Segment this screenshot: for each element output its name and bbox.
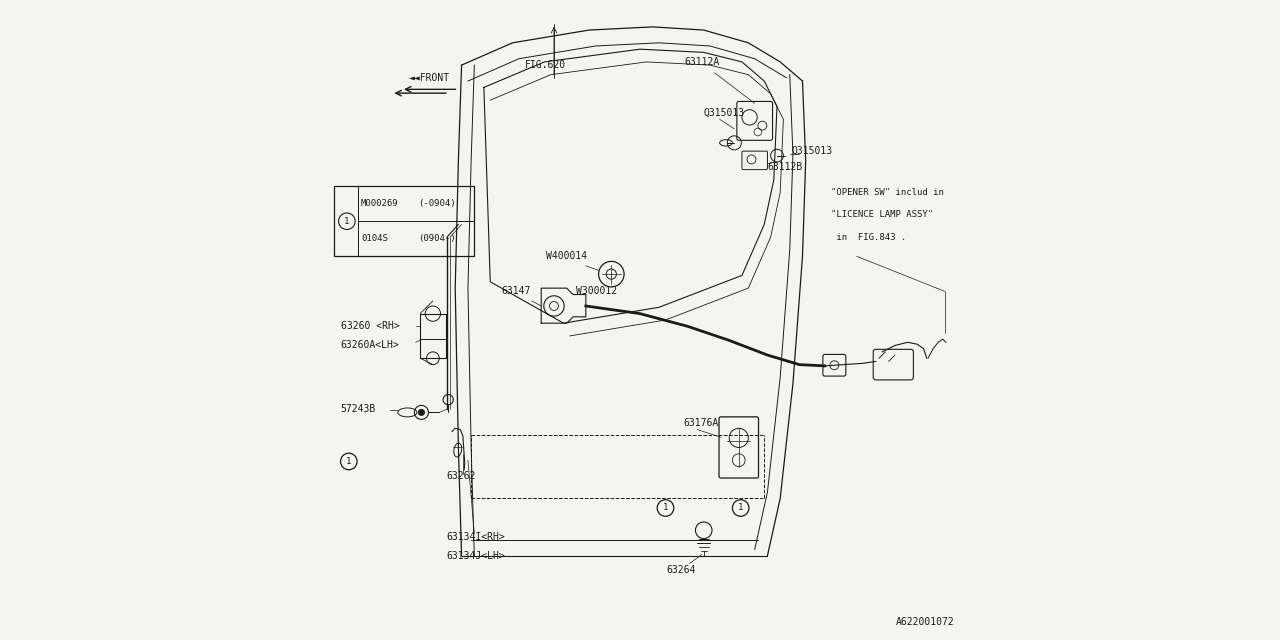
- Text: Q315013: Q315013: [704, 108, 745, 118]
- Text: 1: 1: [739, 504, 744, 513]
- Text: 63260A<LH>: 63260A<LH>: [340, 340, 399, 351]
- Text: "LICENCE LAMP ASSY": "LICENCE LAMP ASSY": [831, 211, 933, 220]
- Text: 63134J<LH>: 63134J<LH>: [447, 551, 506, 561]
- Text: "OPENER SW" includ in: "OPENER SW" includ in: [831, 188, 945, 197]
- Text: 63112A: 63112A: [685, 57, 719, 67]
- Text: 63264: 63264: [667, 564, 696, 575]
- Text: ◄◄FRONT: ◄◄FRONT: [410, 73, 451, 83]
- Text: 57243B: 57243B: [340, 404, 376, 414]
- Text: (-0904): (-0904): [419, 199, 456, 208]
- Text: (0904-): (0904-): [419, 234, 456, 243]
- Text: 63262: 63262: [447, 471, 476, 481]
- Text: 63112B: 63112B: [768, 162, 803, 172]
- Text: 0104S: 0104S: [361, 234, 388, 243]
- Text: 1: 1: [344, 217, 349, 226]
- Text: 63147: 63147: [500, 286, 530, 296]
- Text: 63134I<RH>: 63134I<RH>: [447, 532, 506, 541]
- Circle shape: [419, 409, 425, 415]
- Text: M000269: M000269: [361, 199, 398, 208]
- Text: 63260 <RH>: 63260 <RH>: [340, 321, 399, 332]
- Text: 1: 1: [346, 457, 352, 466]
- Text: 63176A: 63176A: [684, 418, 718, 428]
- Text: W400014: W400014: [545, 252, 586, 261]
- Text: W300012: W300012: [576, 286, 617, 296]
- Text: 1: 1: [663, 504, 668, 513]
- Text: Q315013: Q315013: [791, 146, 833, 156]
- Text: A622001072: A622001072: [896, 617, 954, 627]
- Text: FIG.620: FIG.620: [525, 60, 567, 70]
- Text: in  FIG.843 .: in FIG.843 .: [831, 233, 906, 242]
